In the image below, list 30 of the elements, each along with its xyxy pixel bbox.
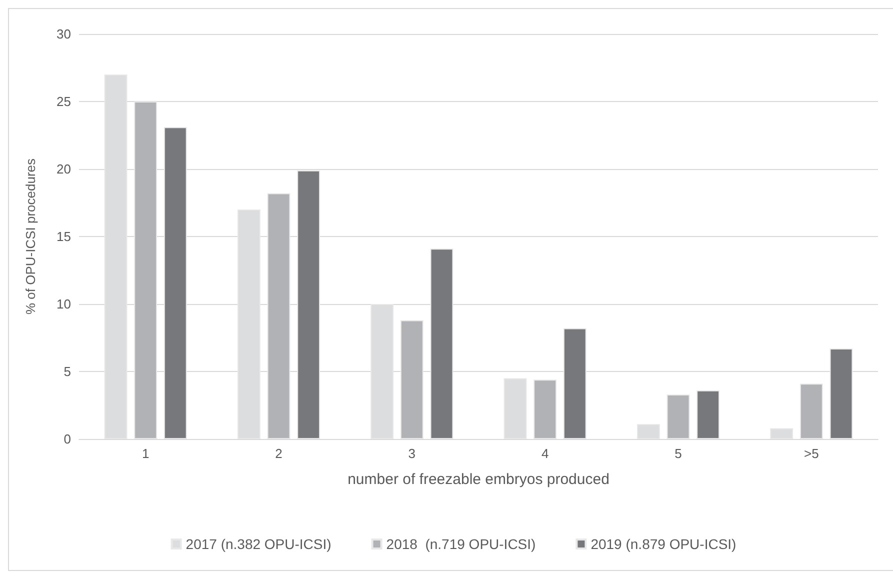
- bar: [800, 384, 823, 439]
- bar: [534, 380, 557, 439]
- x-tick-label: >5: [804, 446, 819, 461]
- x-tick-label: 5: [674, 446, 682, 461]
- x-axis-title: number of freezable embryos produced: [348, 471, 610, 488]
- y-axis-title: % of OPU-ICSI procedures: [23, 158, 38, 315]
- x-tick-label: 1: [142, 446, 150, 461]
- y-tick-label: 10: [56, 296, 71, 312]
- bar: [696, 390, 720, 439]
- bar: [563, 328, 586, 439]
- y-tick-label: 30: [56, 26, 71, 42]
- bar: [666, 394, 690, 439]
- x-tick-label: 3: [408, 446, 416, 461]
- bar: [134, 102, 158, 439]
- x-tick-label: 4: [541, 446, 549, 461]
- legend-label: 2017 (n.382 OPU-ICSI): [186, 536, 332, 552]
- bar: [830, 348, 853, 439]
- bar: [164, 127, 187, 439]
- y-tick-label: 20: [56, 162, 71, 176]
- bar: [267, 193, 290, 439]
- bar: [297, 170, 320, 439]
- y-tick-label: 0: [64, 432, 71, 446]
- legend-label: 2018 (n.719 OPU-ICSI): [386, 536, 536, 552]
- x-tick-label: 2: [275, 446, 282, 461]
- y-tick-label: 15: [56, 229, 71, 244]
- y-tick-label: 5: [64, 364, 71, 379]
- bar: [430, 248, 454, 439]
- legend-label: 2019 (n.879 OPU-ICSI): [590, 536, 736, 552]
- y-tick-label: 25: [56, 94, 71, 109]
- bar: [400, 320, 424, 439]
